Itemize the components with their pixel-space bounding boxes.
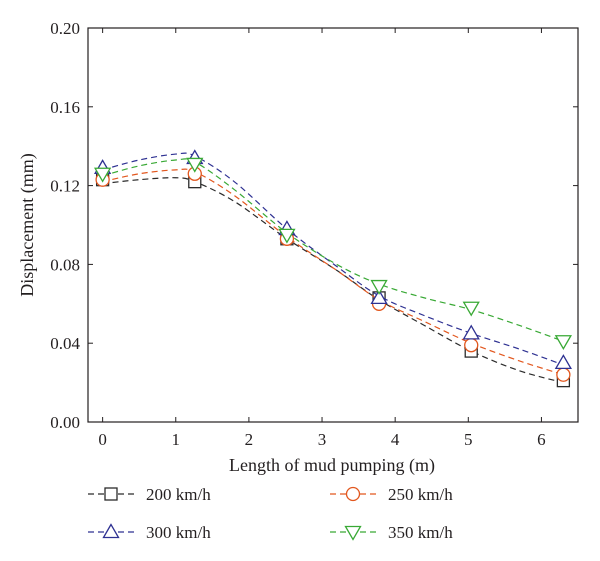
series-line bbox=[102, 168, 564, 376]
legend-marker bbox=[102, 523, 120, 539]
data-point bbox=[554, 354, 572, 370]
legend-item: 200 km/h bbox=[88, 485, 211, 504]
data-point bbox=[370, 289, 388, 305]
series-layer bbox=[94, 149, 572, 388]
x-tick-label: 0 bbox=[98, 430, 107, 449]
legend-marker bbox=[104, 487, 118, 501]
legend-item: 250 km/h bbox=[330, 485, 453, 504]
data-point bbox=[554, 335, 572, 351]
legend-item: 350 km/h bbox=[330, 523, 453, 542]
series-0 bbox=[95, 173, 571, 388]
x-tick-label: 6 bbox=[537, 430, 546, 449]
series-line bbox=[102, 158, 564, 342]
x-tick-label: 3 bbox=[318, 430, 327, 449]
x-tick-label: 5 bbox=[464, 430, 473, 449]
legend-item: 300 km/h bbox=[88, 523, 211, 542]
y-tick-label: 0.20 bbox=[50, 19, 80, 38]
x-tick-label: 4 bbox=[391, 430, 400, 449]
data-point bbox=[556, 367, 571, 382]
y-tick-label: 0.16 bbox=[50, 98, 80, 117]
y-tick-label: 0.04 bbox=[50, 334, 80, 353]
data-point bbox=[462, 324, 480, 340]
data-point bbox=[464, 338, 479, 353]
y-axis-title: Displacement (mm) bbox=[17, 153, 38, 296]
data-point bbox=[94, 167, 112, 183]
series-line bbox=[102, 152, 564, 366]
series-1 bbox=[95, 166, 571, 382]
legend-label: 300 km/h bbox=[146, 523, 211, 542]
data-point bbox=[278, 228, 296, 244]
y-tick-label: 0.12 bbox=[50, 177, 80, 196]
series-3 bbox=[94, 157, 572, 351]
plot-frame bbox=[87, 27, 579, 423]
x-tick-label: 1 bbox=[172, 430, 181, 449]
data-point bbox=[186, 157, 204, 173]
x-tick-label: 2 bbox=[245, 430, 254, 449]
data-point bbox=[370, 279, 388, 295]
data-point bbox=[462, 301, 480, 317]
y-tick-label: 0.08 bbox=[50, 255, 80, 274]
legend-label: 250 km/h bbox=[388, 485, 453, 504]
legend-marker bbox=[344, 525, 362, 541]
legend-label: 200 km/h bbox=[146, 485, 211, 504]
x-axis-title: Length of mud pumping (m) bbox=[229, 455, 435, 476]
ticks-layer: 0 1 2 3 4 5 6 0.00 0.04 0.08 0.12 0.16 0.20 bbox=[50, 19, 578, 449]
legend-label: 350 km/h bbox=[388, 523, 453, 542]
legend: 200 km/h 250 km/h 300 km/h 350 km/h bbox=[88, 485, 453, 542]
legend-marker bbox=[345, 486, 361, 502]
series-2 bbox=[94, 149, 572, 370]
y-tick-label: 0.00 bbox=[50, 413, 80, 432]
